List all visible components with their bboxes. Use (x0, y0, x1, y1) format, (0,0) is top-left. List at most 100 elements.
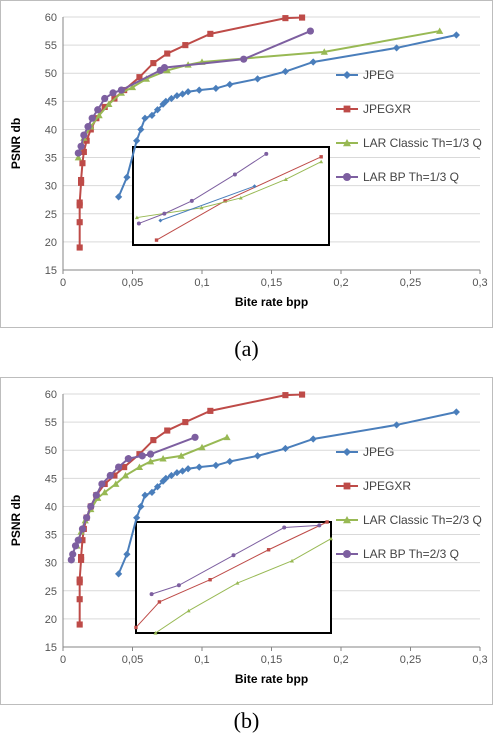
y-tick-label: 35 (45, 530, 57, 542)
inset-point (264, 151, 269, 156)
data-point (136, 74, 143, 81)
data-point (101, 94, 109, 103)
data-point (98, 480, 106, 488)
y-tick-label: 45 (45, 473, 57, 485)
caption-a: (a) (234, 336, 259, 361)
y-tick-label: 60 (45, 12, 57, 24)
legend-marker (343, 71, 351, 79)
data-point (105, 100, 113, 108)
legend-label: JPEG (363, 68, 394, 82)
x-tick-label: 0,1 (194, 654, 209, 666)
x-tick-label: 0,05 (122, 654, 143, 666)
data-point (115, 193, 123, 201)
data-point (84, 123, 92, 131)
data-point (282, 392, 289, 399)
y-tick-label: 50 (45, 68, 57, 80)
data-point (133, 514, 141, 522)
series-diamond (115, 408, 460, 578)
y-axis-title: PSNR db (9, 118, 23, 169)
data-point (281, 444, 289, 453)
data-point (160, 64, 169, 72)
zoom-inset-box (132, 146, 330, 246)
data-point (138, 452, 146, 460)
legend-label: LAR BP Th=1/3 Q (363, 170, 459, 184)
legend-item: LAR Classic Th=1/3 Q (336, 136, 482, 150)
data-point (282, 15, 289, 22)
x-tick-label: 0 (60, 654, 66, 666)
y-tick-label: 20 (45, 614, 57, 626)
y-tick-label: 60 (45, 389, 57, 401)
data-point (115, 570, 123, 578)
data-point (153, 106, 162, 114)
data-point (195, 86, 203, 94)
data-point (67, 556, 75, 564)
x-tick-label: 0,3 (472, 654, 487, 666)
data-point (226, 80, 234, 89)
y-tick-label: 45 (45, 96, 57, 108)
data-point (212, 84, 220, 93)
inset-point (223, 199, 227, 203)
data-point (76, 219, 83, 226)
inset-point (154, 238, 159, 242)
y-tick-label: 50 (45, 445, 57, 457)
data-point (182, 42, 189, 49)
data-point (137, 125, 145, 134)
data-point (94, 106, 102, 114)
data-point (124, 455, 132, 463)
data-point (95, 111, 103, 119)
data-point (212, 461, 220, 470)
series-circle (67, 433, 199, 564)
y-tick-label: 35 (45, 153, 57, 165)
y-tick-label: 20 (45, 237, 57, 249)
chart-svg-a: 15 20 25 30 35 40 45 50 55 60 0 0,05 0,1 0,15 0,2 0,25 0… (9, 12, 488, 309)
x-tick-label: 0,2 (333, 277, 348, 289)
data-point (195, 463, 203, 471)
inset-point (199, 205, 204, 210)
inset-point (325, 520, 329, 524)
data-point (128, 83, 137, 91)
x-tick-label: 0,1 (194, 277, 209, 289)
data-point (111, 472, 118, 479)
data-point (191, 433, 199, 441)
y-tick-label: 55 (45, 417, 57, 429)
chart-svg-b: 15 20 25 30 35 40 45 50 55 60 0 0,05 0,1 0,15 0,2 0,25 0… (9, 389, 488, 686)
data-point (164, 427, 171, 434)
caption-b: (b) (233, 708, 260, 733)
y-tick-label: 15 (45, 642, 57, 654)
inset-point (282, 525, 287, 530)
inset-point (329, 536, 333, 541)
x-tick-label: 0,25 (400, 277, 421, 289)
data-point (162, 97, 170, 105)
series-circle (74, 27, 315, 157)
inset-point (162, 211, 167, 216)
data-point (80, 148, 87, 155)
data-point (309, 435, 317, 443)
legend-label: JPEGXR (363, 102, 411, 116)
x-tick-label: 0,15 (261, 654, 282, 666)
legend-marker (343, 105, 351, 113)
y-tick-label: 55 (45, 40, 57, 52)
data-point (78, 176, 85, 184)
data-point (173, 92, 181, 100)
data-point (79, 160, 86, 167)
inset-point (186, 608, 191, 613)
data-point (254, 452, 262, 460)
data-point (141, 491, 149, 499)
inset-point (283, 177, 288, 181)
data-point (184, 88, 192, 96)
x-tick-label: 0,25 (400, 654, 421, 666)
data-point (207, 30, 214, 37)
legend-label: JPEG (363, 445, 394, 459)
data-point (76, 621, 83, 628)
data-point (177, 452, 185, 459)
data-point (74, 536, 82, 544)
x-tick-label: 0 (60, 277, 66, 289)
inset-point (290, 558, 294, 563)
legend-marker (343, 550, 351, 558)
legend-marker (343, 516, 351, 524)
inset-point (235, 581, 240, 585)
data-point (226, 457, 234, 466)
data-point (121, 464, 128, 471)
data-point (299, 391, 306, 398)
data-point (159, 455, 167, 462)
